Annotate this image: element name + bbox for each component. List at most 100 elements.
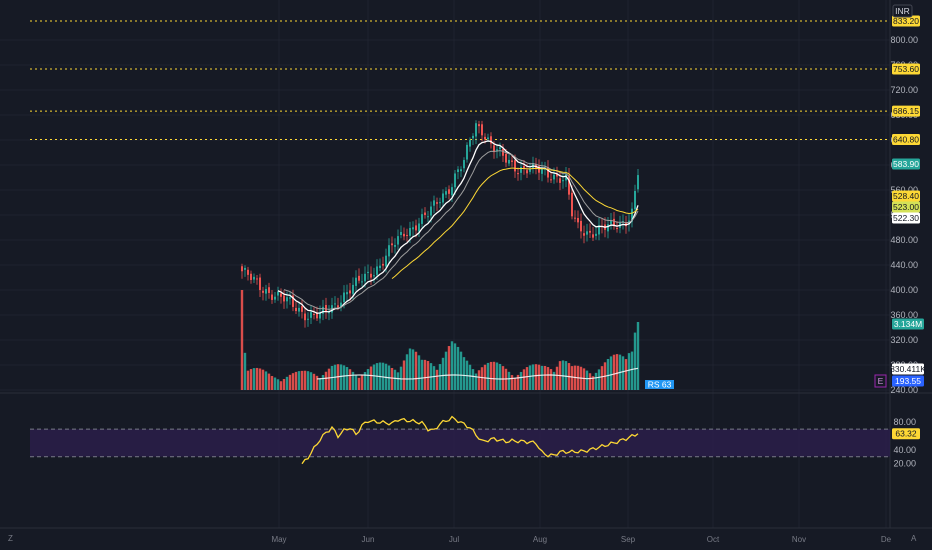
price-tag-bg [892, 201, 920, 213]
price-tick-label: 800.00 [890, 35, 918, 45]
candle-body [445, 191, 447, 195]
timezone-icon[interactable]: Z [8, 534, 13, 543]
volume-bar [495, 362, 499, 390]
candle-body [259, 277, 261, 291]
candle-body [373, 275, 375, 277]
volume-bar [306, 371, 310, 390]
volume-bar [372, 364, 376, 390]
volume-bar [456, 346, 460, 390]
candle-body [469, 140, 471, 147]
candle-body [361, 281, 363, 283]
candle-body [637, 175, 639, 190]
month-label: De [881, 535, 892, 544]
candle-body [517, 173, 519, 175]
candle-body [610, 220, 612, 224]
volume-bar [516, 374, 520, 390]
volume-bar [540, 365, 544, 390]
volume-bar [318, 378, 322, 390]
volume-tag: 830.411K [890, 364, 926, 374]
candle-body [412, 227, 414, 230]
volume-bar [531, 364, 535, 390]
price-tag-bg [892, 190, 920, 202]
volume-tag: 3.134M [894, 319, 922, 329]
candle-body [298, 307, 300, 312]
volume-bar [390, 367, 394, 390]
candle-body [592, 234, 594, 238]
event-marker-button[interactable]: E [874, 374, 887, 388]
level-tag: 686.15 [893, 106, 919, 116]
volume-bar [612, 354, 616, 390]
candle-body [487, 137, 489, 140]
rsi-panel [30, 415, 890, 465]
candle-body [568, 175, 570, 195]
candle-body [499, 147, 501, 150]
volume-bar [354, 374, 358, 390]
currency-button[interactable]: INR [892, 4, 913, 18]
candle-body [631, 208, 633, 222]
volume-bar [291, 373, 295, 390]
level-tag-bg [892, 105, 920, 117]
volume-bar [555, 366, 559, 390]
volume-bar [471, 369, 475, 390]
volume-bar [327, 368, 331, 390]
candle-body [385, 255, 387, 267]
volume-bar [609, 356, 613, 390]
event-marker-label: E [878, 376, 884, 386]
candle-body [349, 290, 351, 294]
price-tag-bg [892, 212, 920, 224]
volume-bar [342, 365, 346, 390]
volume-bar [543, 365, 547, 390]
rs-badge: RS 63 [645, 380, 674, 390]
candle-body [559, 178, 561, 183]
candle-body [295, 307, 297, 312]
candle-body [241, 266, 243, 272]
volume-bar [636, 322, 640, 390]
volume-bar [345, 367, 349, 390]
candle-body [280, 293, 282, 297]
volume-bar [438, 364, 442, 390]
price-tag: 523.00 [893, 202, 919, 212]
candle-body [430, 206, 432, 216]
volume-bar [585, 370, 589, 390]
candle-body [244, 267, 246, 270]
candle-body [250, 273, 252, 280]
volume-bar [501, 366, 505, 390]
volume-bar [297, 371, 301, 390]
month-label: Nov [792, 535, 806, 544]
candle-body [481, 124, 483, 136]
candle-body [457, 169, 459, 173]
candle-body [589, 230, 591, 233]
volume-bar [366, 369, 370, 390]
candle-body [616, 228, 618, 230]
price-tick-label: 560.00 [890, 185, 918, 195]
volume-bar [294, 371, 298, 390]
price-tick-label: 480.00 [890, 235, 918, 245]
volume-bars [240, 290, 640, 390]
volume-bar [627, 353, 631, 390]
candle-body [598, 225, 600, 235]
auto-scale-icon[interactable]: A [911, 534, 917, 543]
candle-body [289, 297, 291, 299]
price-tag: 528.40 [893, 191, 919, 201]
volume-bar [522, 369, 526, 390]
candle-body [406, 234, 408, 236]
volume-bar [630, 351, 634, 390]
price-tick-label: 320.00 [890, 335, 918, 345]
volume-bar [486, 362, 490, 390]
level-tag-bg [892, 134, 920, 145]
volume-bar [309, 372, 313, 390]
candle-body [247, 269, 249, 275]
volume-bar [510, 375, 514, 390]
candle-body [418, 223, 420, 232]
volume-bar [513, 377, 517, 390]
volume-bar [528, 365, 532, 390]
month-label: Sep [621, 535, 636, 544]
volume-bar [447, 346, 451, 390]
candle-body [529, 168, 531, 172]
volume-bar [288, 374, 292, 390]
volume-bar [393, 369, 397, 390]
candle-body [577, 218, 579, 223]
volume-bar [411, 349, 415, 390]
candle-body [265, 289, 267, 294]
